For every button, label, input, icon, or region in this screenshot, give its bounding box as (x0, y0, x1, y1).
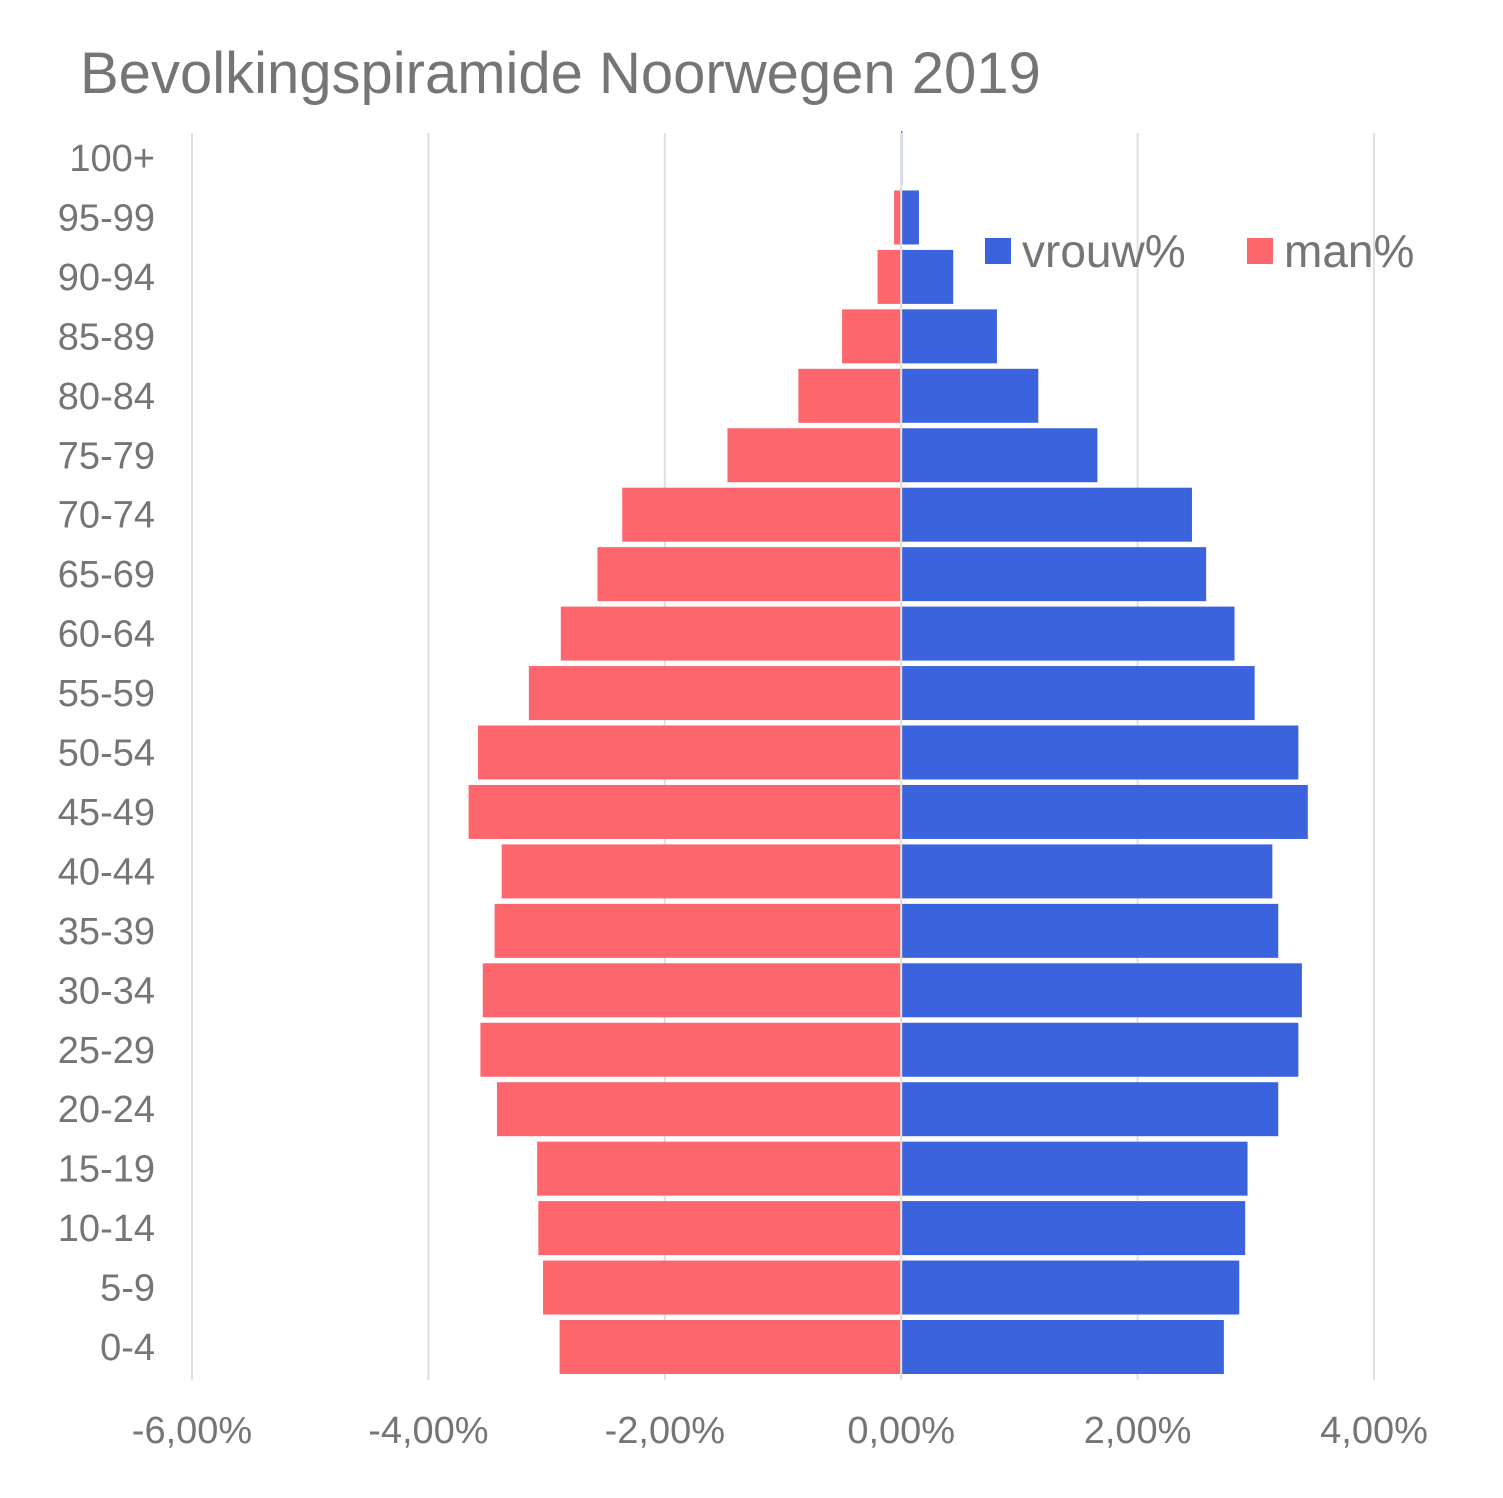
bar-man-60-64 (560, 606, 902, 661)
bar-vrouw-5-9 (901, 1260, 1240, 1315)
category-label: 75-79 (58, 435, 155, 477)
category-label: 55-59 (58, 673, 155, 715)
category-label: 5-9 (100, 1268, 155, 1310)
bar-vrouw-10-14 (901, 1201, 1246, 1256)
bar-vrouw-35-39 (901, 903, 1279, 958)
bar-vrouw-45-49 (901, 784, 1308, 839)
category-label: 80-84 (58, 376, 155, 418)
category-label: 50-54 (58, 733, 155, 775)
x-tick-label: -6,00% (132, 1410, 252, 1452)
category-label: 65-69 (58, 554, 155, 596)
category-label: 20-24 (58, 1089, 155, 1131)
category-label: 25-29 (58, 1030, 155, 1072)
category-label: 60-64 (58, 614, 155, 656)
bar-vrouw-20-24 (901, 1082, 1279, 1137)
bar-man-0-4 (559, 1320, 902, 1374)
bar-vrouw-65-69 (901, 547, 1207, 602)
bar-man-90-94 (877, 249, 902, 304)
bar-vrouw-60-64 (901, 606, 1235, 661)
category-label: 0-4 (100, 1327, 155, 1369)
bar-vrouw-0-4 (901, 1320, 1224, 1374)
bar-man-85-89 (842, 309, 902, 364)
bar-vrouw-25-29 (901, 1022, 1299, 1077)
category-label: 70-74 (58, 495, 155, 537)
bar-vrouw-30-34 (901, 963, 1302, 1018)
bar-man-80-84 (798, 368, 902, 423)
bar-vrouw-95-99 (901, 190, 919, 245)
bar-vrouw-15-19 (901, 1141, 1248, 1196)
legend-swatch-man (1247, 238, 1273, 264)
bar-vrouw-50-54 (901, 725, 1299, 780)
bar-man-45-49 (468, 784, 902, 839)
legend-swatch-vrouw (985, 238, 1011, 264)
bar-vrouw-55-59 (901, 666, 1255, 721)
x-tick-label: 4,00% (1320, 1410, 1428, 1452)
category-label: 15-19 (58, 1149, 155, 1191)
bar-vrouw-80-84 (901, 368, 1039, 423)
bar-man-65-69 (597, 547, 902, 602)
bar-man-20-24 (496, 1082, 902, 1137)
category-label: 35-39 (58, 911, 155, 953)
category-label: 85-89 (58, 316, 155, 358)
bar-vrouw-90-94 (901, 249, 954, 304)
category-label: 30-34 (58, 970, 155, 1012)
chart-title: Bevolkingspiramide Noorwegen 2019 (80, 41, 1041, 106)
bar-man-30-34 (482, 963, 902, 1018)
x-tick-label: -4,00% (368, 1410, 488, 1452)
bar-man-10-14 (538, 1201, 902, 1256)
category-label: 95-99 (58, 197, 155, 239)
bar-vrouw-75-79 (901, 428, 1098, 483)
bar-man-35-39 (494, 903, 902, 958)
x-tick-label: -2,00% (605, 1410, 725, 1452)
bar-man-75-79 (727, 428, 902, 483)
category-label: 10-14 (58, 1208, 155, 1250)
x-tick-label: 2,00% (1084, 1410, 1192, 1452)
bar-man-15-19 (537, 1141, 902, 1196)
bar-vrouw-70-74 (901, 487, 1192, 542)
category-label: 40-44 (58, 851, 155, 893)
bar-man-50-54 (478, 725, 902, 780)
bar-man-55-59 (528, 666, 902, 721)
bar-man-95-99 (894, 190, 902, 245)
category-label: 100+ (69, 138, 155, 180)
legend-label-vrouw: vrouw% (1022, 225, 1186, 277)
bar-man-25-29 (480, 1022, 902, 1077)
x-tick-label: 0,00% (847, 1410, 955, 1452)
bar-vrouw-40-44 (901, 844, 1273, 899)
category-label: 90-94 (58, 257, 155, 299)
bar-man-40-44 (501, 844, 902, 899)
category-label: 45-49 (58, 792, 155, 834)
legend-label-man: man% (1284, 225, 1414, 277)
bar-man-5-9 (543, 1260, 902, 1315)
bar-man-70-74 (622, 487, 902, 542)
bar-vrouw-85-89 (901, 309, 997, 364)
